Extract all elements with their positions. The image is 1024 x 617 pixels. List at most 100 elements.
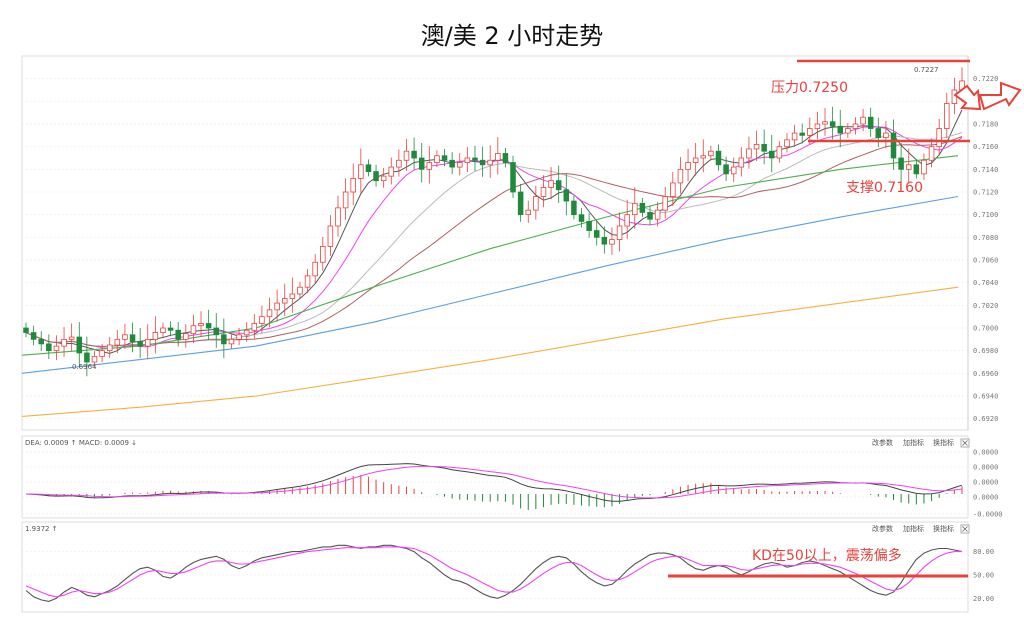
price-tick-label: 0.7040 <box>973 279 998 287</box>
candle <box>99 343 105 363</box>
kd-d-line <box>25 546 962 598</box>
candle <box>479 146 486 177</box>
candle <box>281 283 288 317</box>
candle <box>53 335 60 361</box>
candle <box>730 157 737 183</box>
price-tick-label: 0.7140 <box>973 166 998 174</box>
price-panel: 0.72200.72000.71800.71600.71400.71200.71… <box>21 55 1022 431</box>
kd-add-indicator-button[interactable]: 加指标 <box>903 524 924 533</box>
candle <box>685 148 691 182</box>
candle <box>388 157 395 185</box>
price-axis-ticks: 0.72200.72000.71800.71600.71400.71200.71… <box>967 56 998 430</box>
candle <box>746 136 752 169</box>
candle <box>403 138 410 171</box>
candle <box>852 117 859 135</box>
candle <box>61 327 67 357</box>
candle <box>517 183 524 222</box>
candle <box>799 123 805 144</box>
candle <box>114 329 121 354</box>
candle <box>624 199 630 240</box>
high-price-label: 0.7227 <box>914 66 939 74</box>
macd-change-params-button[interactable]: 改参数 <box>872 438 893 447</box>
macd-panel: DEA: 0.0009 ↑ MACD: 0.0009 ↓ 改参数 加指标 换指标… <box>21 435 1003 519</box>
candle <box>616 212 623 252</box>
candle <box>46 334 52 359</box>
candle <box>190 314 197 344</box>
candle <box>411 137 417 170</box>
candle <box>236 328 242 346</box>
price-tick-label: 0.7060 <box>973 257 998 265</box>
arrow-down-right-icon <box>953 84 982 111</box>
candle <box>418 143 425 183</box>
ma-line-30 <box>25 136 963 347</box>
candle <box>297 281 303 299</box>
candle <box>905 148 912 184</box>
candle <box>259 305 265 333</box>
kd-tick-label: 50.00 <box>973 571 994 579</box>
macd-tick-label: 0.0000 <box>973 494 998 502</box>
candle <box>68 323 75 352</box>
kd-k-line <box>25 544 963 602</box>
moving-average-lines <box>21 109 963 417</box>
candle <box>198 311 204 337</box>
candle <box>84 336 90 377</box>
candle <box>312 254 318 284</box>
candle <box>304 269 311 294</box>
candle <box>578 207 585 228</box>
price-tick-label: 0.7180 <box>973 121 998 129</box>
candle <box>936 119 942 155</box>
macd-tick-label: 0.0000 <box>973 479 998 487</box>
candle <box>327 215 334 256</box>
candle <box>845 123 851 138</box>
macd-close-icon[interactable] <box>960 438 970 448</box>
candle <box>175 322 181 347</box>
kd-note: KD在50以上，震荡偏多 <box>752 547 902 564</box>
macd-header: DEA: 0.0009 ↑ MACD: 0.0009 ↓ <box>25 439 137 447</box>
candle <box>700 139 707 173</box>
macd-tick-label: 0.0000 <box>973 464 998 472</box>
ma-line-blue <box>21 195 959 374</box>
candle <box>510 155 516 198</box>
candle <box>563 173 570 216</box>
candle <box>137 328 143 359</box>
candle <box>784 133 790 153</box>
candlesticks <box>23 67 965 377</box>
candle <box>456 153 463 176</box>
chart-title: 澳/美 2 小时走势 <box>421 22 604 50</box>
candle <box>449 152 455 175</box>
candle <box>829 106 836 140</box>
candle <box>144 324 151 360</box>
candle <box>320 236 326 271</box>
candle <box>738 147 745 177</box>
macd-add-indicator-button[interactable]: 加指标 <box>903 438 924 447</box>
candle <box>30 325 37 346</box>
macd-tick-label: -0.0000 <box>973 511 1003 519</box>
candle <box>555 165 562 203</box>
kd-close-icon[interactable] <box>960 524 970 534</box>
candle <box>533 185 539 220</box>
macd-switch-indicator-button[interactable]: 换指标 <box>933 438 954 447</box>
price-tick-label: 0.7220 <box>973 75 998 83</box>
candle <box>213 313 220 348</box>
kd-change-params-button[interactable]: 改参数 <box>872 524 893 533</box>
candle <box>776 141 783 163</box>
candle <box>753 130 760 161</box>
kd-panel-border <box>21 521 969 613</box>
candle <box>860 109 866 132</box>
kd-panel: 1.9372 ↑ 改参数 加指标 换指标 80.00 50.00 20.00 KD在… <box>21 521 994 613</box>
candle <box>944 92 950 139</box>
candle <box>335 195 341 237</box>
candle <box>822 108 828 136</box>
candle <box>221 318 227 359</box>
kd-switch-indicator-button[interactable]: 换指标 <box>933 524 954 533</box>
price-tick-label: 0.6920 <box>973 415 998 423</box>
macd-toolbar: 改参数 加指标 换指标 <box>872 438 970 448</box>
candle <box>768 134 775 173</box>
macd-histogram <box>33 475 963 510</box>
candle <box>814 111 821 140</box>
candle <box>632 187 638 229</box>
candle <box>122 323 128 349</box>
candle <box>380 167 387 188</box>
candle <box>867 107 874 137</box>
